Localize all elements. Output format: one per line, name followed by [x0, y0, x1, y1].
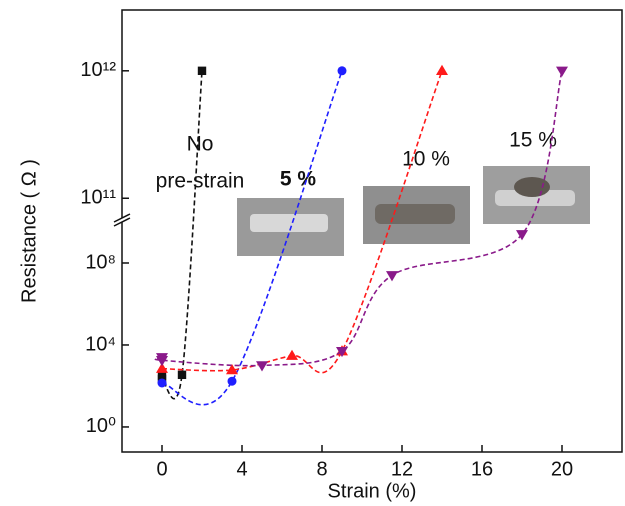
- photo-device: [250, 214, 328, 232]
- marker: [228, 377, 237, 386]
- marker: [286, 350, 298, 360]
- marker: [198, 67, 206, 75]
- x-tick-label: 16: [471, 458, 493, 480]
- x-axis-label: Strain (%): [328, 480, 417, 502]
- x-tick-label: 20: [551, 458, 573, 480]
- marker: [386, 271, 398, 281]
- photo-device: [375, 204, 455, 224]
- marker: [256, 361, 268, 371]
- marker: [336, 347, 348, 357]
- annotation: pre-strain: [156, 170, 245, 193]
- y-tick-label: 10⁸: [85, 251, 116, 273]
- marker: [178, 371, 186, 379]
- x-tick-label: 0: [156, 458, 167, 480]
- y-tick-label: 10⁴: [85, 333, 116, 355]
- annotation: No: [187, 133, 214, 156]
- x-tick-label: 4: [236, 458, 247, 480]
- y-tick-label: 10¹²: [80, 59, 116, 81]
- marker: [436, 65, 448, 75]
- chart: Strain (%) Resistance ( Ω ) No pre-strai…: [0, 0, 625, 506]
- y-tick-label: 10⁰: [86, 415, 116, 437]
- marker: [338, 66, 347, 75]
- marker: [158, 378, 167, 387]
- y-axis-label: Resistance ( Ω ): [18, 159, 40, 303]
- marker: [516, 230, 528, 240]
- x-tick-label: 12: [391, 458, 413, 480]
- x-tick-label: 8: [316, 458, 327, 480]
- marker: [556, 67, 568, 77]
- y-tick-label: 10¹¹: [80, 187, 116, 209]
- series-line: [161, 71, 202, 399]
- annotation: 5 %: [280, 168, 317, 191]
